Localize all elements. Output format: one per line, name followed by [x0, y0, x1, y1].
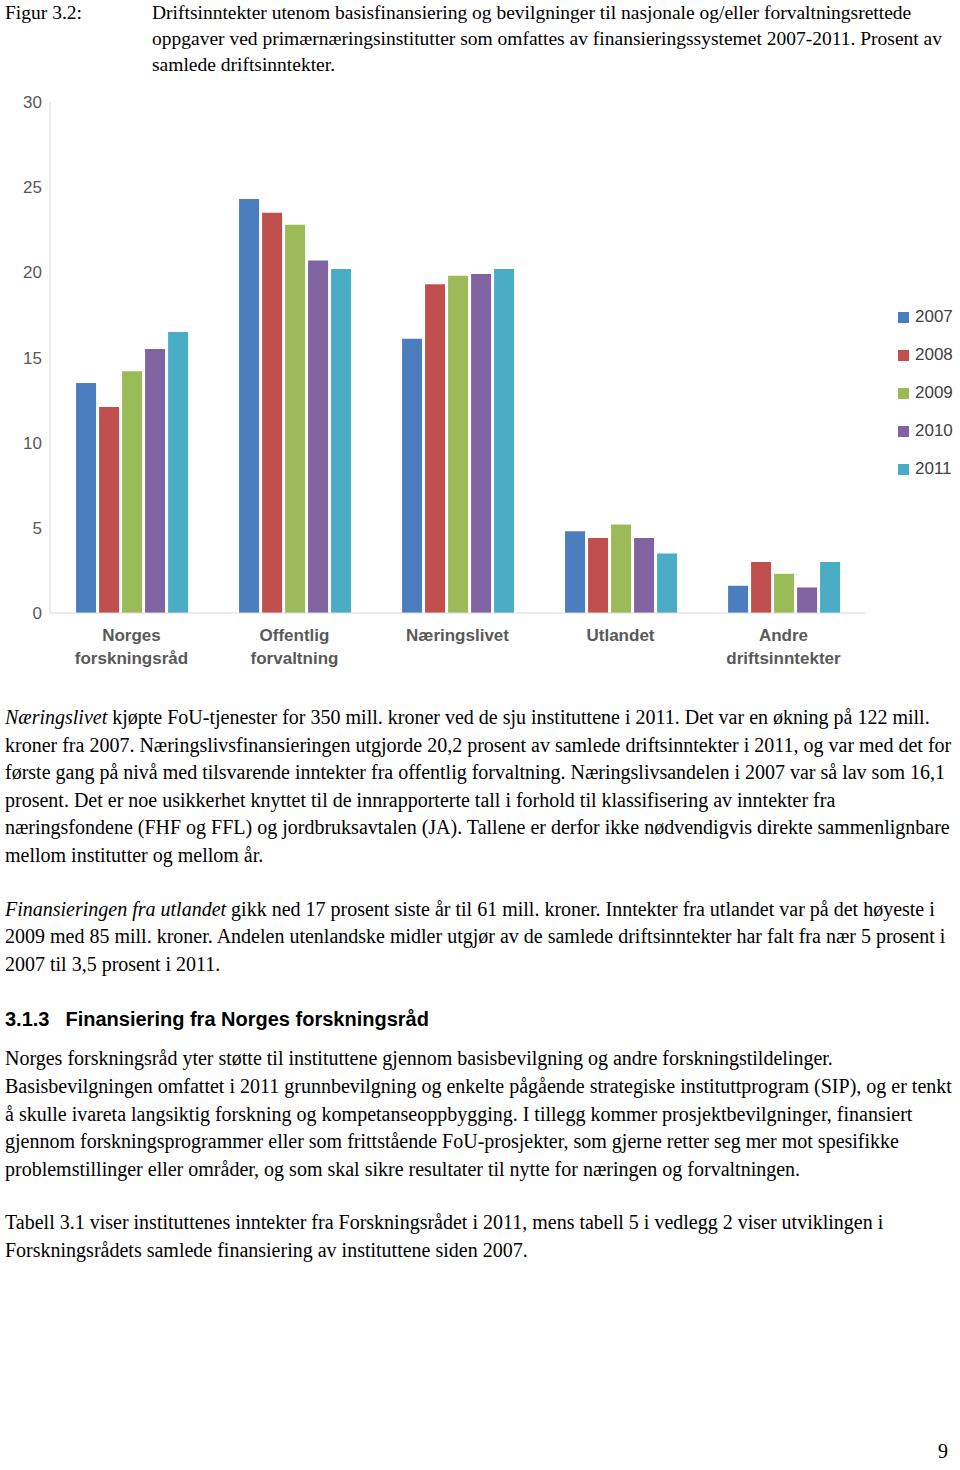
html-text:Tabell 3.1 viser instituttenes: Tabell 3.1 viser instituttenes inntekter…: [5, 1211, 884, 1261]
html-text:Finansiering fra Norges forskn: Finansiering fra Norges forskningsråd: [65, 1008, 429, 1031]
svg-text:5: 5: [33, 519, 42, 538]
svg-text:25: 25: [23, 178, 42, 197]
html-text:Finansieringen fra utlandet gi: Finansieringen fra utlandet gikk ned 17 …: [5, 897, 946, 975]
svg-text:30: 30: [23, 93, 42, 112]
html-text:9: 9: [938, 1440, 948, 1462]
svg-text:Næringslivet: Næringslivet: [406, 626, 509, 645]
html-text:Figur 3.2:: Figur 3.2:: [5, 2, 82, 23]
html-text:2008: 2008: [915, 345, 953, 364]
svg-text:Norgesforskningsråd: Norgesforskningsråd: [75, 626, 188, 668]
html-text:Norges forskningsråd yter støt: Norges forskningsråd yter støtte til ins…: [5, 1047, 952, 1180]
html-text:Driftsinntekter utenom basisfi: Driftsinntekter utenom basisfinansiering…: [152, 2, 942, 75]
svg-text:Andredriftsinntekter: Andredriftsinntekter: [726, 626, 841, 668]
html-text:2007: 2007: [915, 307, 953, 326]
svg-text:15: 15: [23, 349, 42, 368]
html-text:2009: 2009: [915, 383, 953, 402]
svg-text:0: 0: [33, 604, 42, 623]
svg-text:10: 10: [23, 434, 42, 453]
html-text:2010: 2010: [915, 421, 953, 440]
svg-text:Offentligforvaltning: Offentligforvaltning: [251, 626, 339, 668]
html-text:Næringslivet kjøpte FoU-tjenes: Næringslivet kjøpte FoU-tjenester for 35…: [5, 706, 952, 866]
svg-text:Utlandet: Utlandet: [587, 626, 655, 645]
html-text:2011: 2011: [915, 459, 952, 478]
html-text:3.1.3: 3.1.3: [5, 1008, 50, 1031]
svg-text:20: 20: [23, 263, 42, 282]
